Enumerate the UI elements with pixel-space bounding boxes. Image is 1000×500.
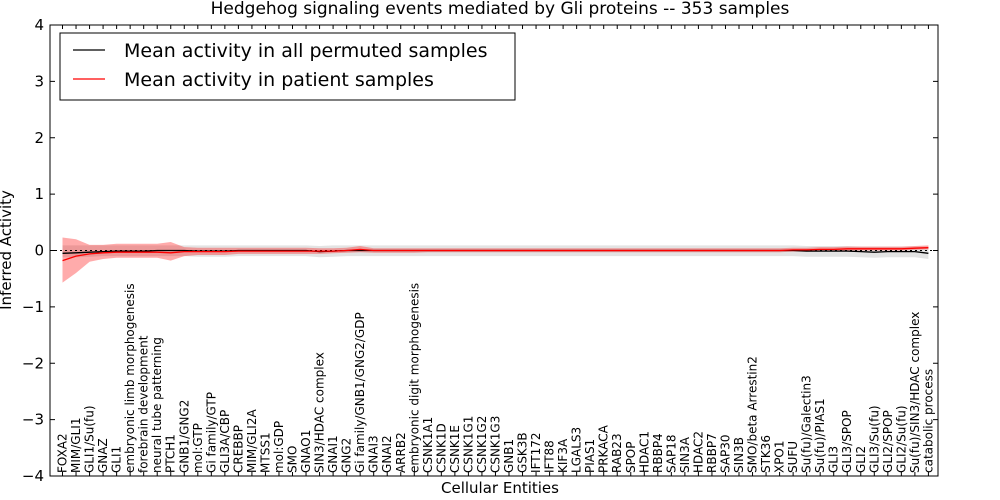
y-tick-label: −4: [22, 467, 44, 485]
x-tick-label: HDAC2: [691, 431, 705, 473]
x-tick-label: Su(fu)/PIAS1: [813, 398, 827, 473]
x-tick-label: Gi family/GNB1/GNG2/GDP: [353, 312, 367, 473]
x-tick-label: SMO/beta Arrestin2: [746, 356, 760, 473]
x-tick-label: PIAS1: [583, 439, 597, 473]
x-axis-label: Cellular Entities: [441, 479, 559, 497]
x-tick-label: IFT88: [543, 440, 557, 473]
x-tick-label: GNAZ: [96, 438, 110, 473]
y-axis: −4 −3 −2 −1 0 1 2 3 4: [22, 16, 938, 485]
series-lines: [50, 247, 938, 262]
band-permuted: [62, 245, 929, 259]
x-tick-label: MIM/GLI1: [69, 418, 83, 473]
y-tick-label: 1: [34, 185, 44, 203]
x-tick-label: embryonic digit morphogenesis: [407, 283, 421, 473]
x-tick-label: ARRB2: [394, 432, 408, 473]
x-tick-label: GLI3: [827, 446, 841, 473]
x-tick-label: GNAI1: [326, 435, 340, 473]
y-axis-label: Inferred Activity: [0, 190, 15, 310]
x-tick-label: GLI1/Su(fu): [83, 405, 97, 473]
x-tick-label: SMO: [286, 446, 300, 473]
x-tick-label: GLI3A/CBP: [218, 410, 232, 473]
x-tick-label: GNB1/GNG2: [177, 400, 191, 473]
x-tick-label: PTCH1: [164, 434, 178, 473]
x-tick-label: mol:GTP: [191, 423, 205, 473]
confidence-bands: [62, 237, 929, 283]
x-tick-label: GNB1: [502, 439, 516, 473]
x-tick-label: CSNK1A1: [421, 417, 435, 473]
y-tick-label: −3: [22, 411, 44, 429]
series-line-patient: [62, 247, 929, 262]
x-tick-label: GNG2: [340, 438, 354, 473]
band-patient: [62, 237, 929, 283]
x-tick-label: GLI1: [110, 446, 124, 473]
x-tick-label: GLI2: [854, 446, 868, 473]
x-tick-label: MIM/GLI2A: [245, 409, 259, 473]
x-tick-label: catabolic process: [921, 369, 935, 473]
legend: Mean activity in all permuted samples Me…: [59, 32, 516, 101]
y-tick-label: 2: [34, 129, 44, 147]
x-tick-label: SIN3/HDAC complex: [313, 352, 327, 473]
x-tick-label: RBBP7: [705, 433, 719, 473]
x-tick-label: CSNK1G3: [489, 416, 503, 473]
x-tick-label: neural tube patterning: [150, 337, 164, 473]
x-tick-label: SIN3B: [732, 437, 746, 473]
x-tick-label: SUFU: [786, 441, 800, 473]
x-tick-label: SAP30: [719, 434, 733, 473]
x-tick-label: GNAI2: [380, 435, 394, 473]
legend-label-permuted: Mean activity in all permuted samples: [124, 40, 487, 62]
y-tick-label: 4: [34, 16, 44, 34]
chart-title: Hedgehog signaling events mediated by Gl…: [211, 0, 790, 19]
x-tick-label: mol:GDP: [272, 421, 286, 473]
x-tick-label: STK36: [759, 435, 773, 473]
x-tick-label: RBBP4: [651, 433, 665, 473]
x-tick-label: PRKACA: [597, 424, 611, 473]
x-tick-label: LGALS3: [570, 427, 584, 473]
x-tick-label: CSNK1E: [448, 425, 462, 473]
y-tick-label: −1: [22, 298, 44, 316]
x-tick-label: SAP18: [664, 434, 678, 473]
x-tick-label: SIN3A: [678, 436, 692, 473]
x-tick-label: MTSS1: [258, 432, 272, 473]
x-tick-label: Su(fu)/SIN3/HDAC complex: [908, 312, 922, 473]
y-tick-label: 3: [34, 72, 44, 90]
legend-label-patient: Mean activity in patient samples: [124, 69, 434, 91]
y-tick-label: 0: [34, 242, 44, 260]
x-tick-label: forebrain development: [137, 335, 151, 473]
y-tick-label: −2: [22, 354, 44, 372]
x-tick-label: CSNK1D: [434, 423, 448, 473]
x-tick-label: CSNK1G2: [475, 416, 489, 473]
x-tick-label: FOXA2: [56, 433, 70, 473]
x-tick-label: Su(fu)/Galectin3: [800, 375, 814, 473]
x-tick-label: GNAI3: [367, 435, 381, 473]
x-tick-label: GLI2/Su(fu): [894, 405, 908, 473]
x-tick-label: CREBBP: [231, 425, 245, 473]
legend-box: [59, 32, 516, 101]
x-tick-label: GLI3/SPOP: [840, 410, 854, 473]
x-tick-label: RAB23: [610, 433, 624, 473]
x-tick-label: GNAO1: [299, 430, 313, 473]
x-tick-label: KIF3A: [556, 438, 570, 473]
x-axis: FOXA2 MIM/GLI1 GLI1/Su(fu) GNAZ GLI1 embryoni…: [56, 25, 935, 476]
x-tick-label: embryonic limb morphogenesis: [123, 283, 137, 473]
x-tick-label: IFT172: [529, 432, 543, 472]
x-tick-label: GSK3B: [516, 432, 530, 473]
x-tick-label: SPOP: [624, 441, 638, 473]
x-tick-label: CSNK1G1: [461, 416, 475, 473]
x-tick-label: GLI2/SPOP: [881, 410, 895, 473]
x-tick-label: XPO1: [773, 440, 787, 473]
x-tick-label: Gi family/GTP: [204, 392, 218, 473]
x-tick-label: HDAC1: [637, 431, 651, 473]
x-tick-label: GLI3/Su(fu): [867, 405, 881, 473]
